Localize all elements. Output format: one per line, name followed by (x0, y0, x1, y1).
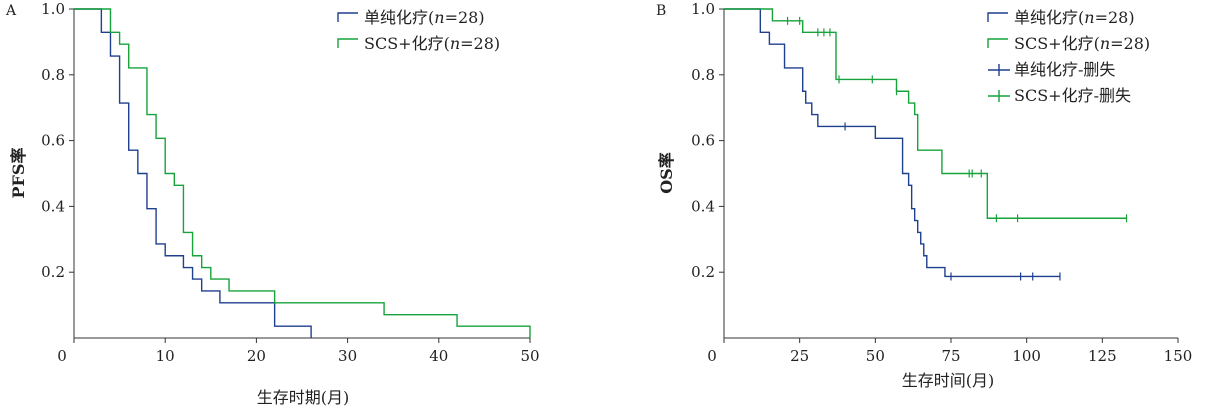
panel-a-legend-entry-2: SCS+化疗(n=28) (364, 34, 500, 53)
panel-a-x-tick-label: 50 (520, 347, 539, 365)
panel-b-legend-entry-1: 单纯化疗(n=28) (1014, 8, 1135, 27)
panel-a-x-tick-label: 40 (429, 347, 448, 365)
panel-b-censor-legend-entry-2: SCS+化疗-删失 (1014, 86, 1131, 105)
panel-a-legend-entry-1: 单纯化疗(n=28) (364, 8, 485, 27)
panel-a-curves (74, 8, 531, 338)
panel-b-curves (724, 8, 1128, 281)
panel-a-y-tick-label: 1.0 (41, 0, 65, 18)
panel-a-x-tick-label: 20 (247, 347, 266, 365)
panel-a-y-axis-label: PFS率 (9, 148, 28, 199)
panel-b-x-axis-label: 生存时间(月) (902, 371, 995, 390)
panel-b-y-tick-label: 0.4 (691, 197, 715, 215)
panel-b-y-tick-label: 0.2 (691, 263, 715, 281)
panel-b-censor-legend-entry-1: 单纯化疗-删失 (1014, 60, 1115, 79)
panel-b-x-tick-label: 50 (866, 347, 885, 365)
panel-a-y-tick-label: 0.8 (41, 66, 65, 84)
panel-a-curve-series-1 (74, 8, 312, 338)
panel-a-axes: 0.2 0.4 0.6 0.8 1.0 0 10 20 30 40 50 (41, 0, 539, 365)
panel-b-curve-series-2 (724, 8, 1127, 219)
panel-b-y-axis-label: OS率 (657, 152, 676, 194)
panel-b-x-tick-label: 150 (1164, 347, 1193, 365)
panel-a-x-axis-label: 生存时期(月) (257, 388, 350, 407)
panel-a-legend-swatch-1 (337, 12, 358, 22)
panel-a-legend: 单纯化疗(n=28) SCS+化疗(n=28) (337, 8, 500, 53)
panel-b-x-tick-label: 125 (1088, 347, 1117, 365)
panel-a-x-tick-label: 10 (156, 347, 175, 365)
panel-a-y-tick-label: 0.6 (41, 132, 65, 150)
panel-a-y-tick-label: 0.2 (41, 263, 65, 281)
panel-a-x-tick-label: 30 (338, 347, 357, 365)
panel-b-legend-entry-2: SCS+化疗(n=28) (1014, 34, 1150, 53)
panel-b-y-tick-label: 0.6 (691, 132, 715, 150)
panel-b-os-chart: B 0.2 0.4 0.6 0.8 1.0 0 25 50 75 100 125 150 生存时间(月… (656, 0, 1192, 390)
panel-b-curve-series-1 (724, 8, 1060, 278)
panel-a-curve-series-2 (74, 8, 531, 338)
panel-b-legend-swatch-1 (987, 12, 1008, 22)
panel-a-x-tick-label: 0 (57, 347, 67, 365)
panel-b-x-tick-label: 100 (1012, 347, 1041, 365)
panel-b-x-tick-label: 0 (707, 347, 717, 365)
panel-a-label: A (5, 3, 17, 19)
panel-b-legend-swatch-2 (987, 38, 1008, 48)
panel-b-x-tick-label: 25 (790, 347, 809, 365)
panel-a-pfs-chart: A 0.2 0.4 0.6 0.8 1.0 0 10 20 30 40 50 生存时期(月) PFS… (5, 0, 540, 407)
panel-a-legend-swatch-2 (337, 38, 358, 48)
panel-b-axes: 0.2 0.4 0.6 0.8 1.0 0 25 50 75 100 125 150 (691, 0, 1192, 365)
panel-b-y-tick-label: 0.8 (691, 66, 715, 84)
panel-b-x-tick-label: 75 (941, 347, 960, 365)
panel-b-legend: 单纯化疗(n=28) SCS+化疗(n=28) 单纯化疗-删失 SCS+化疗-删失 (987, 8, 1150, 105)
panel-b-label: B (656, 3, 666, 19)
panel-a-y-tick-label: 0.4 (41, 197, 65, 215)
panel-b-y-tick-label: 1.0 (691, 0, 715, 18)
